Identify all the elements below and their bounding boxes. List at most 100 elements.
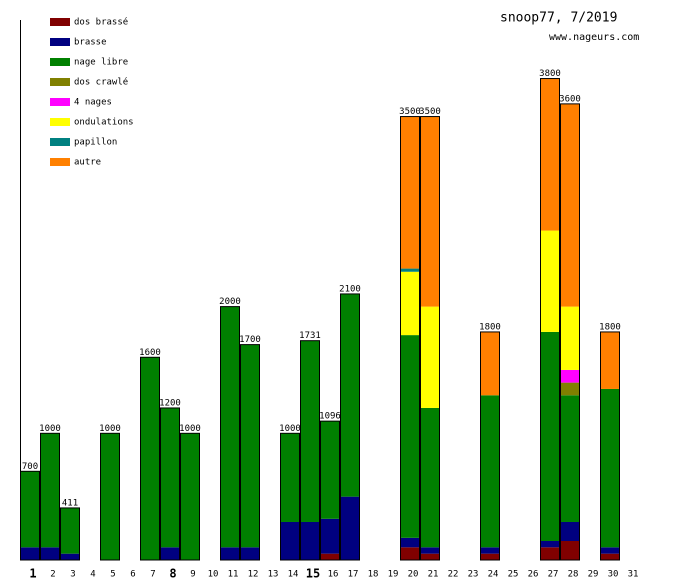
bar-segment	[540, 78, 560, 231]
total-label: 1731	[299, 331, 321, 341]
bar-segment	[560, 382, 580, 396]
x-tick-label: 24	[488, 570, 499, 580]
bar-segment	[540, 547, 560, 560]
legend-swatch	[50, 138, 70, 146]
total-label: 1600	[139, 348, 161, 358]
bar-segment	[420, 553, 440, 560]
total-label: 700	[22, 462, 38, 472]
total-label: 1000	[279, 424, 301, 434]
bar-outline	[100, 432, 120, 561]
x-tick-label: 13	[268, 570, 279, 580]
x-tick-label: 27	[548, 570, 559, 580]
bar-segment	[340, 496, 360, 560]
total-label: 3600	[559, 94, 581, 104]
bar-segment	[480, 547, 500, 554]
bar-segment	[100, 433, 120, 560]
bar-outline	[160, 407, 180, 561]
x-tick-label: 9	[190, 570, 195, 580]
bar-segment	[220, 547, 240, 560]
bar-segment	[240, 547, 260, 560]
bar-segment	[540, 331, 560, 541]
bar-outline	[320, 420, 340, 561]
x-tick-label: 7	[150, 570, 155, 580]
bar-segment	[20, 471, 40, 548]
x-tick-label: 3	[70, 570, 75, 580]
legend-swatch	[50, 158, 70, 166]
legend-label: dos crawlé	[74, 77, 128, 88]
bar-segment	[560, 369, 580, 383]
bar-outline	[180, 432, 200, 561]
bar-segment	[60, 553, 80, 560]
total-label: 1800	[479, 322, 501, 332]
bar-segment	[480, 395, 500, 548]
legend-swatch	[50, 38, 70, 46]
bar-outline	[20, 470, 40, 561]
legend-swatch	[50, 58, 70, 66]
bar-segment	[400, 116, 420, 269]
bar-outline	[560, 103, 580, 561]
bar-segment	[540, 230, 560, 332]
x-tick-label: 14	[288, 570, 299, 580]
legend-label: 4 nages	[74, 98, 112, 108]
bar-segment	[40, 433, 60, 548]
bar-segment	[540, 540, 560, 548]
legend-swatch	[50, 78, 70, 86]
legend-swatch	[50, 98, 70, 106]
x-tick-label: 4	[90, 570, 95, 580]
bar-segment	[420, 547, 440, 554]
bar-segment	[560, 521, 580, 541]
bar-segment	[60, 507, 80, 554]
bar-segment	[400, 335, 420, 538]
bar-segment	[300, 521, 320, 560]
bar-segment	[400, 268, 420, 272]
total-label: 3800	[539, 69, 561, 79]
total-label: 2100	[339, 284, 361, 294]
bar-segment	[600, 547, 620, 554]
x-tick-label: 22	[448, 570, 459, 580]
bar-outline	[240, 344, 260, 561]
x-tick-label: 29	[588, 570, 599, 580]
x-tick-label: 26	[528, 570, 539, 580]
bar-segment	[140, 357, 160, 560]
bar-outline	[280, 432, 300, 561]
legend-label: nage libre	[74, 58, 128, 68]
bar-segment	[480, 331, 500, 396]
bar-segment	[420, 116, 440, 307]
chart-subtitle: www.nageurs.com	[549, 32, 639, 43]
bar-outline	[480, 331, 500, 561]
bar-outline	[60, 507, 80, 561]
legend-swatch	[50, 18, 70, 26]
bar-outline	[540, 78, 560, 561]
x-tick-label: 30	[608, 570, 619, 580]
legend-label: brasse	[74, 38, 107, 48]
bar-outline	[420, 116, 440, 561]
bar-segment	[600, 331, 620, 389]
bar-segment	[560, 306, 580, 370]
legend-label: papillon	[74, 138, 117, 148]
legend-label: dos brassé	[74, 17, 128, 28]
total-label: 1800	[599, 322, 621, 332]
x-tick-label: 21	[428, 570, 439, 580]
total-label: 3500	[419, 107, 441, 117]
bar-segment	[560, 540, 580, 560]
bar-segment	[480, 553, 500, 560]
x-tick-label: 12	[248, 570, 259, 580]
chart-title: snoop77, 7/2019	[500, 11, 617, 26]
x-tick-label: 20	[408, 570, 419, 580]
legend-label: ondulations	[74, 118, 134, 128]
bar-outline	[220, 306, 240, 561]
bar-segment	[240, 344, 260, 548]
bar-segment	[560, 103, 580, 307]
bar-segment	[300, 340, 320, 522]
x-tick-label: 11	[228, 570, 239, 580]
bar-outline	[400, 116, 420, 561]
bar-segment	[280, 433, 300, 522]
bar-segment	[400, 537, 420, 548]
x-tick-label: 1	[29, 567, 36, 580]
bar-outline	[40, 432, 60, 561]
bar-segment	[20, 547, 40, 560]
total-label: 411	[62, 498, 78, 508]
x-tick-label: 31	[628, 570, 639, 580]
x-tick-label: 8	[169, 567, 176, 580]
